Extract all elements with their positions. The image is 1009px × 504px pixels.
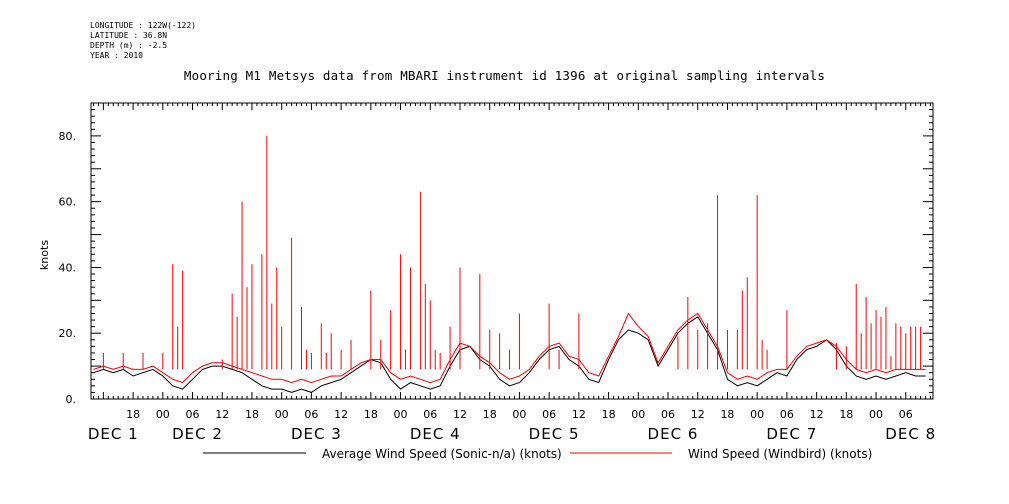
day-label: DEC 5 xyxy=(529,425,580,443)
x-tick-label: 18 xyxy=(839,408,853,421)
plot-frame xyxy=(90,102,934,400)
day-label: DEC 6 xyxy=(648,425,699,443)
ticks-layer xyxy=(91,102,933,400)
series-line-2 xyxy=(93,312,926,384)
chart-title: Mooring M1 Metsys data from MBARI instru… xyxy=(183,68,826,83)
x-tick-label: 06 xyxy=(423,408,437,421)
x-tick-label: 06 xyxy=(780,408,794,421)
legend: Average Wind Speed (Sonic-n/a) (knots) Wi… xyxy=(203,447,872,461)
x-tick-label: 06 xyxy=(661,408,675,421)
day-label: DEC 3 xyxy=(291,425,342,443)
x-tick-label: 18 xyxy=(720,408,734,421)
x-tick-label: 00 xyxy=(750,408,764,421)
x-tick-label: 00 xyxy=(394,408,408,421)
y-tick-label: 60. xyxy=(59,196,77,209)
y-tick-label: 40. xyxy=(59,261,77,274)
meta-longitude: LONGITUDE : 122W(-122) xyxy=(90,21,196,30)
y-tick-label: 80. xyxy=(59,130,77,143)
meta-year: YEAR : 2010 xyxy=(90,51,143,60)
x-tick-label: 18 xyxy=(602,408,616,421)
x-tick-label: 18 xyxy=(364,408,378,421)
meta-depth: DEPTH (m) : -2.5 xyxy=(90,41,168,50)
x-tick-label: 06 xyxy=(542,408,556,421)
x-tick-label: 00 xyxy=(869,408,883,421)
legend-label-average: Average Wind Speed (Sonic-n/a) (knots) xyxy=(322,447,562,461)
day-label: DEC 8 xyxy=(885,425,936,443)
x-tick-label: 00 xyxy=(156,408,170,421)
y-tick-label: 20. xyxy=(59,327,77,340)
x-tick-label: 18 xyxy=(126,408,140,421)
day-label: DEC 7 xyxy=(766,425,817,443)
x-tick-label: 12 xyxy=(572,408,586,421)
x-tick-label: 06 xyxy=(304,408,318,421)
day-label: DEC 2 xyxy=(172,425,223,443)
x-tick-label: 00 xyxy=(512,408,526,421)
x-tick-label: 00 xyxy=(275,408,289,421)
labels-layer: 0. 20. 40. 60. 80. 18 00 06 12 18 00 06 12 18 00 06 12 18… xyxy=(59,130,936,443)
x-tick-label: 06 xyxy=(186,408,200,421)
x-tick-label: 00 xyxy=(631,408,645,421)
series-layer xyxy=(93,135,926,393)
x-tick-label: 12 xyxy=(810,408,824,421)
x-tick-label: 18 xyxy=(483,408,497,421)
x-tick-label: 06 xyxy=(899,408,913,421)
x-tick-label: 12 xyxy=(215,408,229,421)
meta-latitude: LATITUDE : 36.8N xyxy=(90,31,168,40)
day-label: DEC 1 xyxy=(88,425,139,443)
legend-label-windbird: Wind Speed (Windbird) (knots) xyxy=(688,447,872,461)
y-axis-label: knots xyxy=(38,240,51,270)
x-tick-label: 18 xyxy=(245,408,259,421)
day-label: DEC 4 xyxy=(410,425,461,443)
metadata-block: LONGITUDE : 122W(-122) LATITUDE : 36.8N … xyxy=(90,21,196,61)
x-tick-label: 12 xyxy=(453,408,467,421)
x-tick-label: 12 xyxy=(334,408,348,421)
y-tick-label: 0. xyxy=(66,393,77,406)
x-tick-label: 12 xyxy=(691,408,705,421)
